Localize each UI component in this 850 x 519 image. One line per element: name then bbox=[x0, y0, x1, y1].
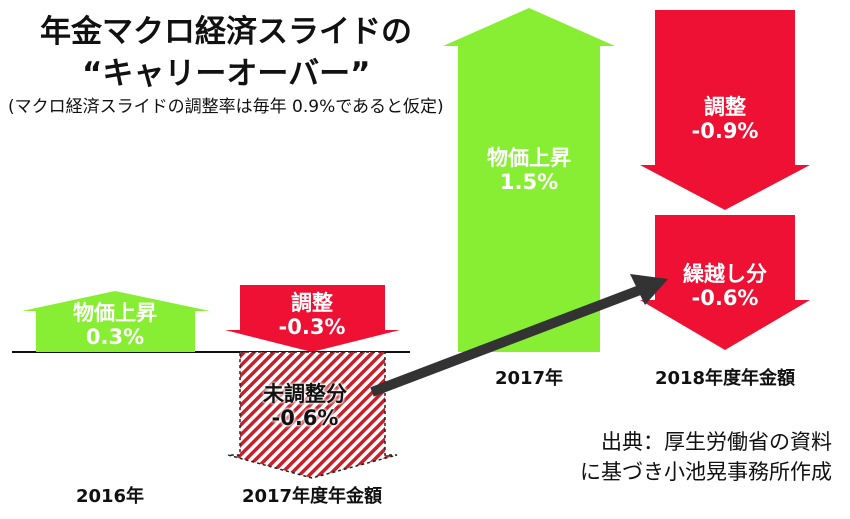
label: 繰越し分 bbox=[683, 262, 767, 286]
block-2018-adjust: 調整 -0.9% bbox=[692, 95, 759, 143]
hatched-down-arrow-2017 bbox=[227, 351, 398, 479]
label: 物価上昇 bbox=[487, 146, 571, 170]
value: -0.9% bbox=[691, 119, 759, 143]
title-line1: 年金マクロ経済スライドの bbox=[40, 14, 412, 50]
red-down-arrow-2018-adjust bbox=[640, 10, 810, 210]
label: 調整 bbox=[291, 291, 333, 315]
block-2017-price: 物価上昇 1.5% bbox=[487, 146, 571, 194]
block-2017-unadjusted: 未調整分 -0.6% bbox=[263, 382, 347, 430]
label: 未調整分 bbox=[263, 382, 347, 406]
carryover-arrow-head bbox=[630, 274, 668, 305]
source-line1: 出典：厚生労働省の資料 bbox=[601, 430, 832, 454]
title-line2: “キャリーオーバー” bbox=[82, 56, 371, 92]
value: -0.3% bbox=[278, 315, 346, 339]
year-2017-pension: 2017年度年金額 bbox=[241, 486, 383, 507]
green-up-arrow-2016 bbox=[22, 291, 210, 352]
year-2018-pension: 2018年度年金額 bbox=[654, 368, 796, 389]
value: 1.5% bbox=[499, 170, 559, 194]
source-line2: に基づき小池晃事務所作成 bbox=[580, 460, 832, 484]
block-2016-price: 物価上昇 0.3% bbox=[73, 301, 157, 349]
value: 0.3% bbox=[85, 325, 145, 349]
label: 物価上昇 bbox=[73, 301, 157, 325]
block-2017-adjust: 調整 -0.3% bbox=[279, 291, 346, 339]
label: 調整 bbox=[704, 95, 746, 119]
subtitle: (マクロ経済スライドの調整率は毎年 0.9%であると仮定) bbox=[8, 97, 444, 117]
year-2016: 2016年 bbox=[75, 486, 145, 507]
red-down-arrow-2017 bbox=[225, 285, 400, 352]
green-up-arrow-2017 bbox=[443, 8, 615, 352]
block-2018-carry: 繰越し分 -0.6% bbox=[683, 262, 767, 310]
value: -0.6% bbox=[271, 406, 339, 430]
carryover-arrow-shaft bbox=[370, 285, 642, 397]
value: -0.6% bbox=[691, 286, 759, 310]
year-2017: 2017年 bbox=[494, 368, 564, 389]
red-down-arrow-2018-carry bbox=[640, 215, 810, 350]
